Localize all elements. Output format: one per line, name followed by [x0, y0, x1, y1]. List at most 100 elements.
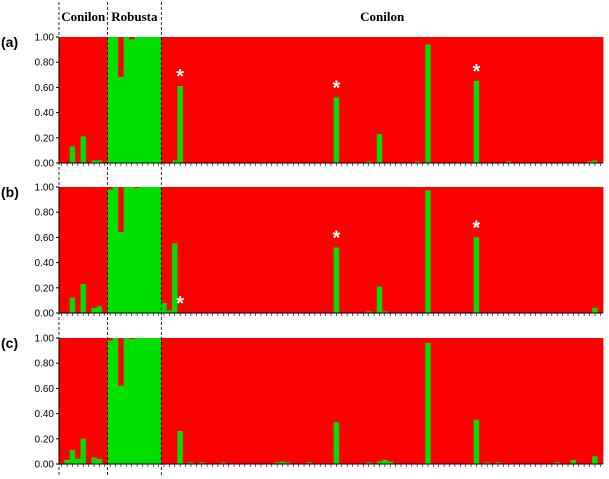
y-tick-label: 0.60	[35, 384, 55, 395]
bar-cluster1	[495, 187, 502, 313]
bar-cluster1	[199, 37, 205, 163]
bar-cluster1	[543, 37, 550, 163]
bar-cluster1	[549, 37, 555, 163]
bar-cluster1	[554, 187, 561, 313]
bar-cluster1	[409, 338, 415, 464]
bar-cluster1	[484, 338, 491, 463]
bar-cluster1	[193, 187, 200, 313]
bar-cluster2	[220, 462, 227, 464]
bar-cluster2	[414, 161, 421, 163]
bar-cluster1	[419, 37, 426, 163]
bar-cluster1	[102, 37, 108, 163]
y-tick-label: 0.20	[35, 434, 55, 445]
bar-cluster2	[172, 160, 178, 163]
bar-cluster2	[91, 307, 98, 313]
asterisk-marker: *	[332, 227, 340, 249]
bar-cluster1	[306, 187, 313, 313]
bar-cluster2	[91, 160, 98, 163]
bar-cluster1	[333, 37, 340, 98]
bar-cluster1	[134, 187, 141, 189]
bar-cluster1	[242, 187, 248, 313]
bar-cluster2	[107, 340, 114, 464]
bar-cluster1	[565, 37, 572, 163]
y-tick-label: 0.80	[35, 208, 55, 219]
bar-cluster1	[452, 338, 458, 464]
bar-cluster1	[516, 37, 523, 163]
bar-cluster1	[64, 338, 71, 461]
bar-cluster1	[522, 187, 528, 313]
bar-cluster1	[549, 187, 555, 313]
bar-cluster1	[328, 37, 335, 163]
bar-cluster2	[554, 462, 561, 464]
y-tick-label: 0.80	[35, 359, 55, 370]
bar-cluster2	[473, 419, 480, 464]
bar-cluster1	[199, 187, 205, 313]
y-tick-label: 0.60	[35, 83, 55, 94]
y-tick-label: 0.00	[35, 159, 55, 170]
bar-cluster1	[59, 37, 65, 163]
bar-cluster2	[387, 461, 394, 464]
bar-cluster1	[177, 37, 184, 87]
bar-cluster2	[161, 302, 168, 313]
bar-cluster1	[172, 187, 178, 244]
y-tick-label: 0.20	[35, 133, 55, 144]
bar-cluster1	[441, 338, 448, 464]
bar-cluster1	[258, 338, 265, 464]
bar-cluster2	[150, 187, 157, 313]
bar-cluster2	[274, 462, 281, 464]
bar-cluster1	[516, 338, 523, 464]
bar-cluster2	[112, 37, 119, 163]
bar-cluster2	[570, 460, 577, 464]
bar-cluster2	[177, 86, 184, 163]
bar-cluster1	[295, 37, 302, 163]
bar-cluster1	[91, 37, 98, 161]
bar-cluster2	[592, 160, 599, 163]
y-tick-label: 1.00	[35, 183, 55, 194]
bar-cluster1	[419, 187, 426, 313]
bar-cluster1	[522, 338, 528, 464]
bar-cluster1	[317, 338, 324, 464]
bar-cluster1	[538, 338, 545, 464]
bar-cluster1	[188, 37, 195, 163]
bar-cluster1	[285, 37, 292, 163]
bar-cluster1	[403, 187, 410, 313]
bar-cluster1	[333, 187, 340, 248]
y-tick-label: 0.00	[35, 460, 55, 471]
bar-cluster1	[252, 37, 259, 163]
bar-cluster2	[150, 338, 157, 464]
bar-cluster1	[231, 338, 238, 464]
bar-cluster1	[317, 187, 324, 313]
bar-cluster1	[355, 338, 362, 464]
bar-cluster1	[349, 187, 356, 313]
bar-cluster1	[177, 338, 184, 432]
bar-cluster2	[382, 460, 388, 464]
bar-cluster1	[69, 187, 76, 298]
bar-cluster1	[306, 37, 313, 163]
bar-cluster1	[565, 338, 572, 464]
bar-cluster2	[112, 338, 119, 464]
bar-cluster1	[231, 187, 238, 313]
bar-cluster1	[527, 187, 534, 313]
bar-cluster2	[69, 146, 76, 163]
bar-cluster1	[344, 338, 351, 464]
bar-cluster1	[339, 338, 345, 464]
bar-cluster1	[247, 187, 254, 313]
bar-cluster1	[532, 338, 539, 464]
bar-cluster2	[495, 462, 502, 464]
y-tick-label: 0.80	[35, 58, 55, 69]
bar-cluster2	[96, 458, 103, 464]
bar-cluster2	[123, 37, 130, 163]
bar-cluster1	[371, 338, 378, 464]
bar-cluster2	[118, 232, 125, 313]
bar-cluster1	[387, 338, 394, 462]
bar-cluster1	[215, 187, 221, 313]
bar-cluster1	[495, 37, 502, 163]
bar-cluster1	[576, 37, 582, 163]
bar-cluster1	[75, 37, 81, 163]
bar-cluster2	[425, 44, 432, 164]
bar-cluster1	[366, 37, 372, 162]
bar-cluster1	[355, 187, 362, 313]
bar-cluster2	[473, 81, 480, 163]
bar-cluster2	[333, 422, 340, 464]
bar-cluster1	[236, 187, 243, 313]
